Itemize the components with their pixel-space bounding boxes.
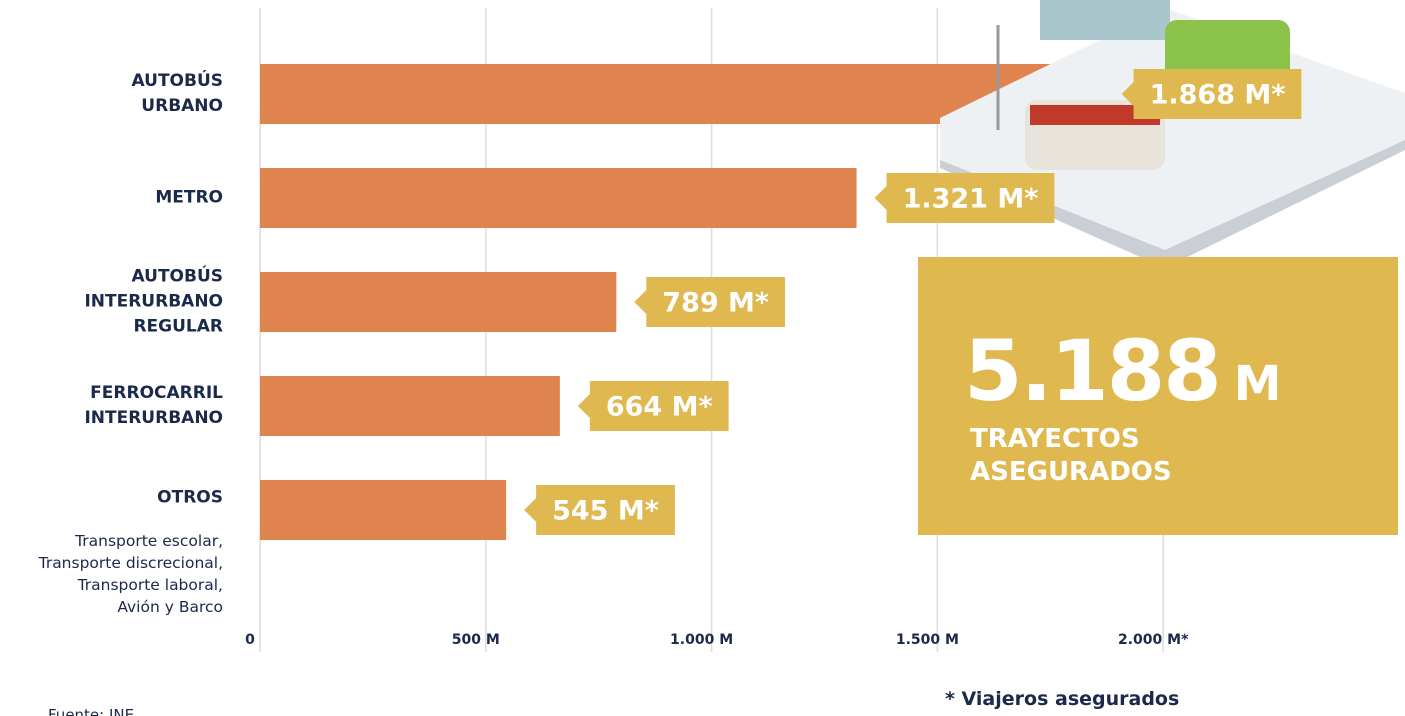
illustration [940,0,1405,268]
note-line: Avión y Barco [39,596,223,618]
category-label: OTROS [53,486,223,511]
total-unit: M [1234,356,1282,412]
x-tick-label: 0 [245,632,255,648]
x-ticks: 0 500 M 1.000 M 1.500 M 2.000 M* [245,632,1189,648]
bar [260,480,506,540]
footnote: * Viajeros asegurados [945,688,1179,710]
value-label: 1.868 M* [1150,80,1286,111]
x-tick-label: 2.000 M* [1118,632,1189,648]
value-label: 789 M* [662,288,769,319]
source: Fuente: INE [48,706,134,716]
category-label: AUTOBÚS URBANO [53,69,223,119]
note-line: Transporte escolar, [39,530,223,552]
note-line: Transporte laboral, [39,574,223,596]
category-label: METRO [53,186,223,211]
value-label: 664 M* [606,392,713,423]
x-tick-label: 1.500 M [896,632,959,648]
x-tick-label: 1.000 M [670,632,733,648]
total-caption: TRAYECTOS ASEGURADOS [970,423,1230,489]
value-label: 545 M* [552,496,659,527]
note-line: Transporte discrecional, [39,552,223,574]
page: 1.868 M* 1.321 M* 789 M* 664 M* 545 M* 0 500 … [0,0,1405,716]
others-note: Transporte escolar,Transporte discrecion… [39,530,223,618]
category-label: AUTOBÚS INTERURBANO REGULAR [53,265,223,340]
value-label: 1.321 M* [903,184,1039,215]
total-number: 5.188 [964,322,1220,420]
x-tick-label: 500 M [452,632,500,648]
bar [260,168,857,228]
category-label: FERROCARRIL INTERURBANO [53,381,223,431]
bar [260,272,616,332]
bar [260,376,560,436]
